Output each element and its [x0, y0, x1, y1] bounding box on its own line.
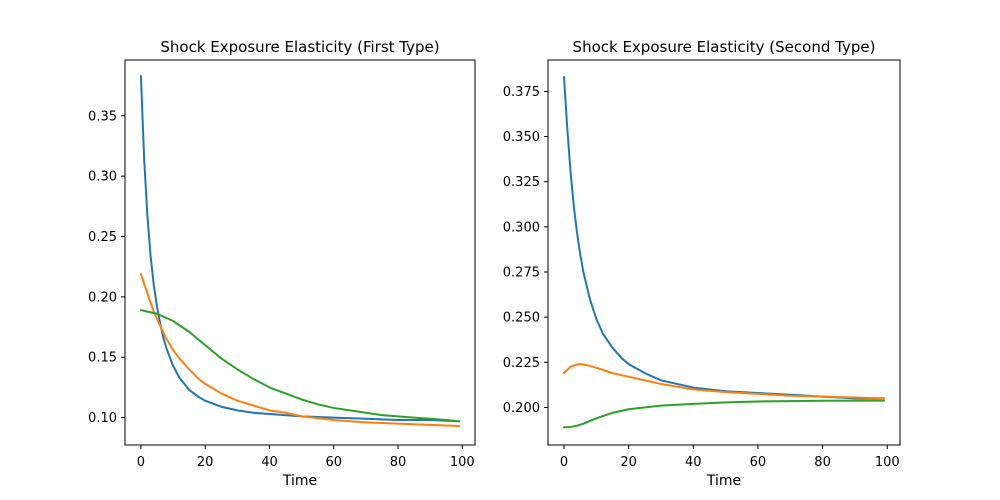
y-tick-label: 0.10 — [88, 411, 117, 426]
y-tick-label: 0.30 — [88, 170, 117, 185]
series-line-3 — [563, 399, 885, 429]
y-tick-label: 0.375 — [503, 85, 540, 100]
y-tick-label: 0.25 — [88, 230, 117, 245]
chart-title: Shock Exposure Elasticity (Second Type) — [573, 38, 876, 56]
y-axis: 0.10 0.15 0.20 0.25 0.30 0.35 — [88, 109, 125, 426]
y-tick-label: 0.200 — [503, 401, 540, 416]
x-tick-label: 60 — [325, 455, 342, 470]
x-axis: 0 20 40 60 80 100 — [560, 445, 900, 470]
chart-first-type: Shock Exposure Elasticity (First Type) 0… — [88, 38, 476, 489]
x-axis-label: Time — [706, 473, 741, 489]
series-line-3 — [139, 309, 461, 423]
plot-frame — [124, 59, 476, 446]
y-tick-label: 0.20 — [88, 290, 117, 305]
chart-title: Shock Exposure Elasticity (First Type) — [160, 38, 439, 56]
x-tick-label: 100 — [875, 455, 900, 470]
x-tick-label: 80 — [390, 455, 407, 470]
y-axis: 0.200 0.225 0.250 0.275 0.300 0.325 0.350 0.375 — [503, 85, 548, 416]
x-tick-label: 20 — [197, 455, 214, 470]
x-tick-label: 20 — [620, 455, 637, 470]
x-tick-label: 40 — [685, 455, 702, 470]
y-tick-label: 0.225 — [503, 356, 540, 371]
x-tick-label: 40 — [261, 455, 278, 470]
chart-second-type: Shock Exposure Elasticity (Second Type) … — [503, 38, 901, 489]
plot-frame — [547, 59, 901, 446]
y-tick-label: 0.325 — [503, 175, 540, 190]
y-tick-label: 0.250 — [503, 311, 540, 326]
series-layer — [139, 74, 461, 428]
x-tick-label: 0 — [560, 455, 568, 470]
x-axis-label: Time — [282, 473, 317, 489]
x-axis: 0 20 40 60 80 100 — [137, 445, 475, 470]
x-tick-label: 100 — [450, 455, 475, 470]
x-tick-label: 80 — [814, 455, 831, 470]
x-tick-label: 60 — [750, 455, 767, 470]
y-tick-label: 0.35 — [88, 109, 117, 124]
y-tick-label: 0.300 — [503, 220, 540, 235]
x-tick-label: 0 — [137, 455, 145, 470]
y-tick-label: 0.15 — [88, 351, 117, 366]
y-tick-label: 0.350 — [503, 130, 540, 145]
series-line-2 — [139, 272, 461, 428]
series-line-2 — [563, 363, 885, 400]
series-layer — [563, 75, 885, 429]
series-line-1 — [139, 74, 461, 423]
y-tick-label: 0.275 — [503, 266, 540, 281]
